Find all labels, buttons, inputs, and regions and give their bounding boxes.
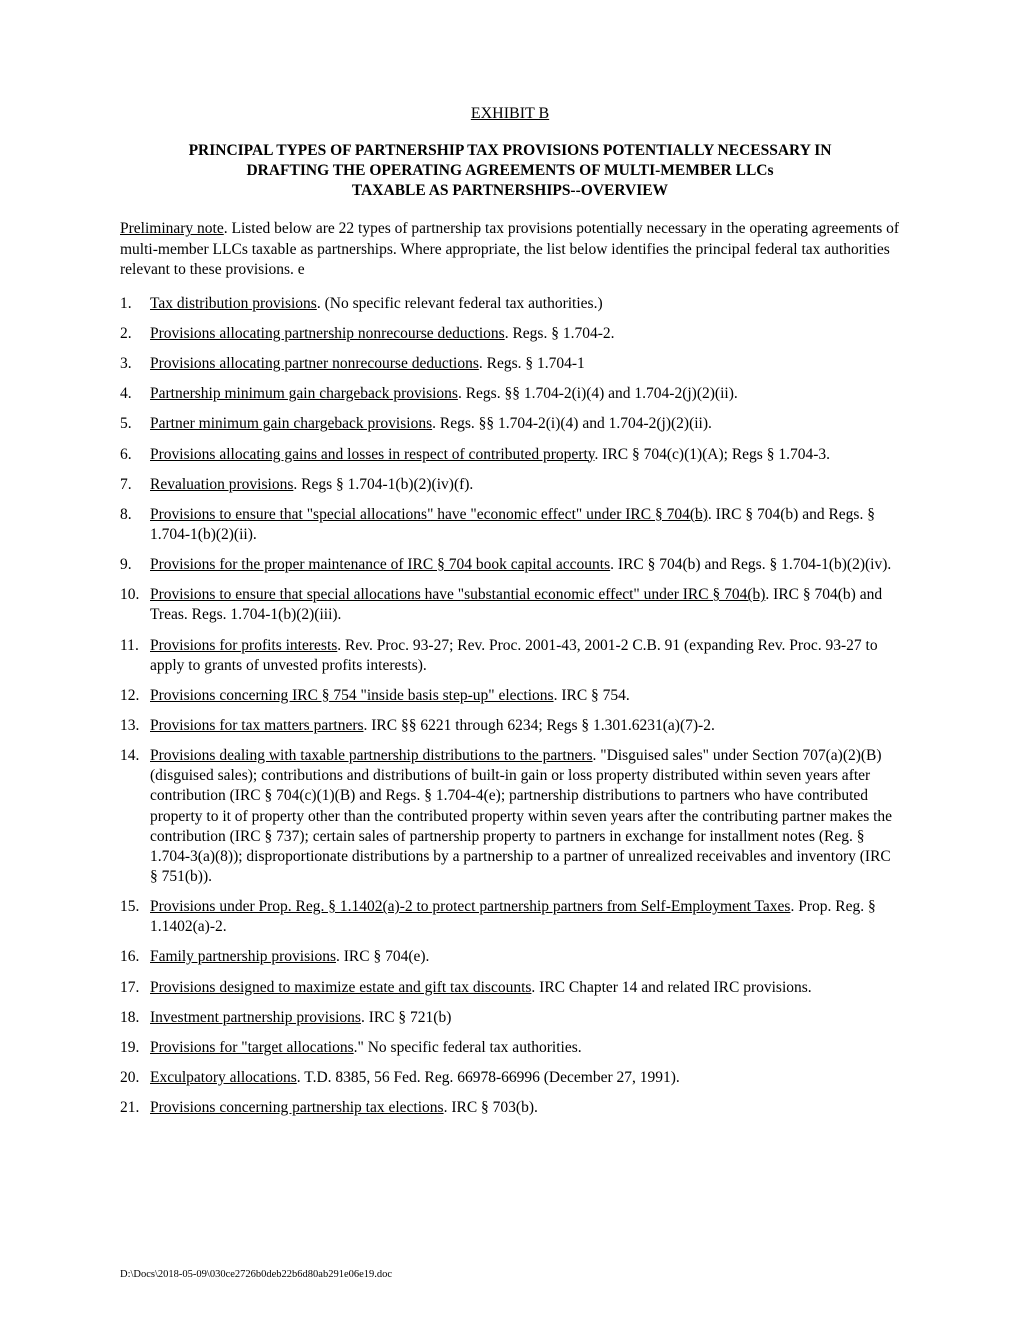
item-head: Exculpatory allocations	[150, 1069, 297, 1086]
item-head: Provisions for profits interests	[150, 637, 337, 654]
item-tail: . IRC § 703(b).	[444, 1099, 538, 1116]
item-head: Partnership minimum gain chargeback prov…	[150, 385, 458, 402]
exhibit-label: EXHIBIT B	[120, 105, 900, 123]
item-tail: . IRC § 704(e).	[336, 948, 429, 965]
item-tail: . T.D. 8385, 56 Fed. Reg. 66978-66996 (D…	[297, 1069, 680, 1086]
item-tail: . IRC §§ 6221 through 6234; Regs § 1.301…	[364, 717, 715, 734]
footer-path: D:\Docs\2018-05-09\030ce2726b0deb22b6d80…	[120, 1269, 392, 1280]
item-head: Provisions for "target allocations	[150, 1039, 354, 1056]
item-head: Investment partnership provisions	[150, 1009, 361, 1026]
item-head: Provisions concerning IRC § 754 "inside …	[150, 687, 554, 704]
item-head: Provisions for the proper maintenance of…	[150, 556, 610, 573]
item-head: Provisions to ensure that special alloca…	[150, 586, 765, 603]
item-head: Tax distribution provisions	[150, 295, 317, 312]
list-item: Provisions concerning partnership tax el…	[120, 1098, 900, 1118]
preliminary-note-text: . Listed below are 22 types of partnersh…	[120, 220, 899, 277]
list-item: Provisions allocating partner nonrecours…	[120, 354, 900, 374]
list-item: Provisions to ensure that special alloca…	[120, 585, 900, 625]
item-head: Provisions dealing with taxable partners…	[150, 747, 593, 764]
list-item: Family partnership provisions. IRC § 704…	[120, 947, 900, 967]
item-tail: . IRC § 704(c)(1)(A); Regs § 1.704-3.	[595, 446, 830, 463]
list-item: Tax distribution provisions. (No specifi…	[120, 294, 900, 314]
title-line-2: DRAFTING THE OPERATING AGREEMENTS OF MUL…	[246, 162, 773, 179]
item-head: Provisions under Prop. Reg. § 1.1402(a)-…	[150, 898, 790, 915]
item-tail: . Regs § 1.704-1(b)(2)(iv)(f).	[293, 476, 473, 493]
item-head: Provisions designed to maximize estate a…	[150, 979, 531, 996]
preliminary-note: Preliminary note. Listed below are 22 ty…	[120, 219, 900, 279]
item-head: Partner minimum gain chargeback provisio…	[150, 415, 432, 432]
list-item: Investment partnership provisions. IRC §…	[120, 1008, 900, 1028]
item-tail: ." No specific federal tax authorities.	[354, 1039, 582, 1056]
list-item: Provisions under Prop. Reg. § 1.1402(a)-…	[120, 897, 900, 937]
item-tail: . Regs. §§ 1.704-2(i)(4) and 1.704-2(j)(…	[458, 385, 738, 402]
item-tail: . (No specific relevant federal tax auth…	[317, 295, 603, 312]
item-head: Family partnership provisions	[150, 948, 336, 965]
list-item: Provisions concerning IRC § 754 "inside …	[120, 686, 900, 706]
preliminary-note-label: Preliminary note	[120, 220, 224, 237]
item-tail: . Regs. § 1.704-2.	[505, 325, 615, 342]
provisions-list: Tax distribution provisions. (No specifi…	[120, 294, 900, 1118]
item-head: Provisions concerning partnership tax el…	[150, 1099, 444, 1116]
list-item: Partnership minimum gain chargeback prov…	[120, 384, 900, 404]
list-item: Exculpatory allocations. T.D. 8385, 56 F…	[120, 1068, 900, 1088]
list-item: Provisions for "target allocations." No …	[120, 1038, 900, 1058]
list-item: Provisions allocating partnership nonrec…	[120, 324, 900, 344]
item-head: Provisions to ensure that "special alloc…	[150, 506, 708, 523]
item-tail: . Regs. § 1.704-1	[479, 355, 585, 372]
title-line-1: PRINCIPAL TYPES OF PARTNERSHIP TAX PROVI…	[189, 142, 832, 159]
item-tail: . IRC § 704(b) and Regs. § 1.704-1(b)(2)…	[610, 556, 891, 573]
list-item: Provisions for the proper maintenance of…	[120, 555, 900, 575]
item-head: Revaluation provisions	[150, 476, 293, 493]
item-head: Provisions allocating partner nonrecours…	[150, 355, 479, 372]
item-tail: . IRC § 721(b)	[361, 1009, 451, 1026]
item-tail: . IRC Chapter 14 and related IRC provisi…	[531, 979, 811, 996]
item-tail: . IRC § 754.	[554, 687, 630, 704]
list-item: Provisions to ensure that "special alloc…	[120, 505, 900, 545]
document-page: EXHIBIT B PRINCIPAL TYPES OF PARTNERSHIP…	[0, 0, 1020, 1320]
list-item: Revaluation provisions. Regs § 1.704-1(b…	[120, 475, 900, 495]
title-line-3: TAXABLE AS PARTNERSHIPS--OVERVIEW	[352, 182, 668, 199]
item-tail: . Regs. §§ 1.704-2(i)(4) and 1.704-2(j)(…	[432, 415, 712, 432]
list-item: Provisions designed to maximize estate a…	[120, 978, 900, 998]
item-tail: . "Disguised sales" under Section 707(a)…	[150, 747, 892, 885]
item-head: Provisions for tax matters partners	[150, 717, 364, 734]
item-head: Provisions allocating partnership nonrec…	[150, 325, 505, 342]
item-head: Provisions allocating gains and losses i…	[150, 446, 595, 463]
list-item: Provisions allocating gains and losses i…	[120, 445, 900, 465]
list-item: Provisions for tax matters partners. IRC…	[120, 716, 900, 736]
list-item: Partner minimum gain chargeback provisio…	[120, 414, 900, 434]
document-title: PRINCIPAL TYPES OF PARTNERSHIP TAX PROVI…	[120, 141, 900, 201]
list-item: Provisions for profits interests. Rev. P…	[120, 636, 900, 676]
list-item: Provisions dealing with taxable partners…	[120, 746, 900, 887]
